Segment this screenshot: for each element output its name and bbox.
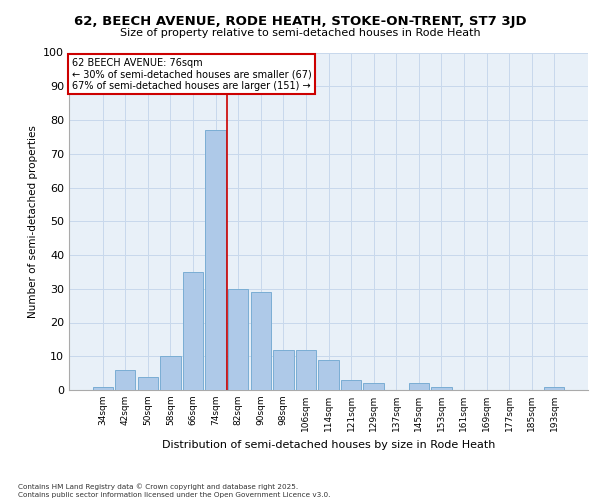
Text: Contains HM Land Registry data © Crown copyright and database right 2025.
Contai: Contains HM Land Registry data © Crown c… xyxy=(18,484,331,498)
Bar xyxy=(251,292,271,390)
X-axis label: Distribution of semi-detached houses by size in Rode Heath: Distribution of semi-detached houses by … xyxy=(162,440,495,450)
Bar xyxy=(409,383,429,390)
Bar xyxy=(544,386,565,390)
Bar xyxy=(160,356,181,390)
Bar xyxy=(273,350,293,390)
Bar xyxy=(228,289,248,390)
Bar xyxy=(92,386,113,390)
Bar xyxy=(341,380,361,390)
Bar xyxy=(319,360,338,390)
Y-axis label: Number of semi-detached properties: Number of semi-detached properties xyxy=(28,125,38,318)
Text: 62 BEECH AVENUE: 76sqm
← 30% of semi-detached houses are smaller (67)
67% of sem: 62 BEECH AVENUE: 76sqm ← 30% of semi-det… xyxy=(71,58,311,91)
Bar xyxy=(138,376,158,390)
Bar xyxy=(364,383,384,390)
Text: 62, BEECH AVENUE, RODE HEATH, STOKE-ON-TRENT, ST7 3JD: 62, BEECH AVENUE, RODE HEATH, STOKE-ON-T… xyxy=(74,15,526,28)
Text: Size of property relative to semi-detached houses in Rode Heath: Size of property relative to semi-detach… xyxy=(119,28,481,38)
Bar xyxy=(183,272,203,390)
Bar xyxy=(431,386,452,390)
Bar xyxy=(115,370,136,390)
Bar xyxy=(205,130,226,390)
Bar xyxy=(296,350,316,390)
